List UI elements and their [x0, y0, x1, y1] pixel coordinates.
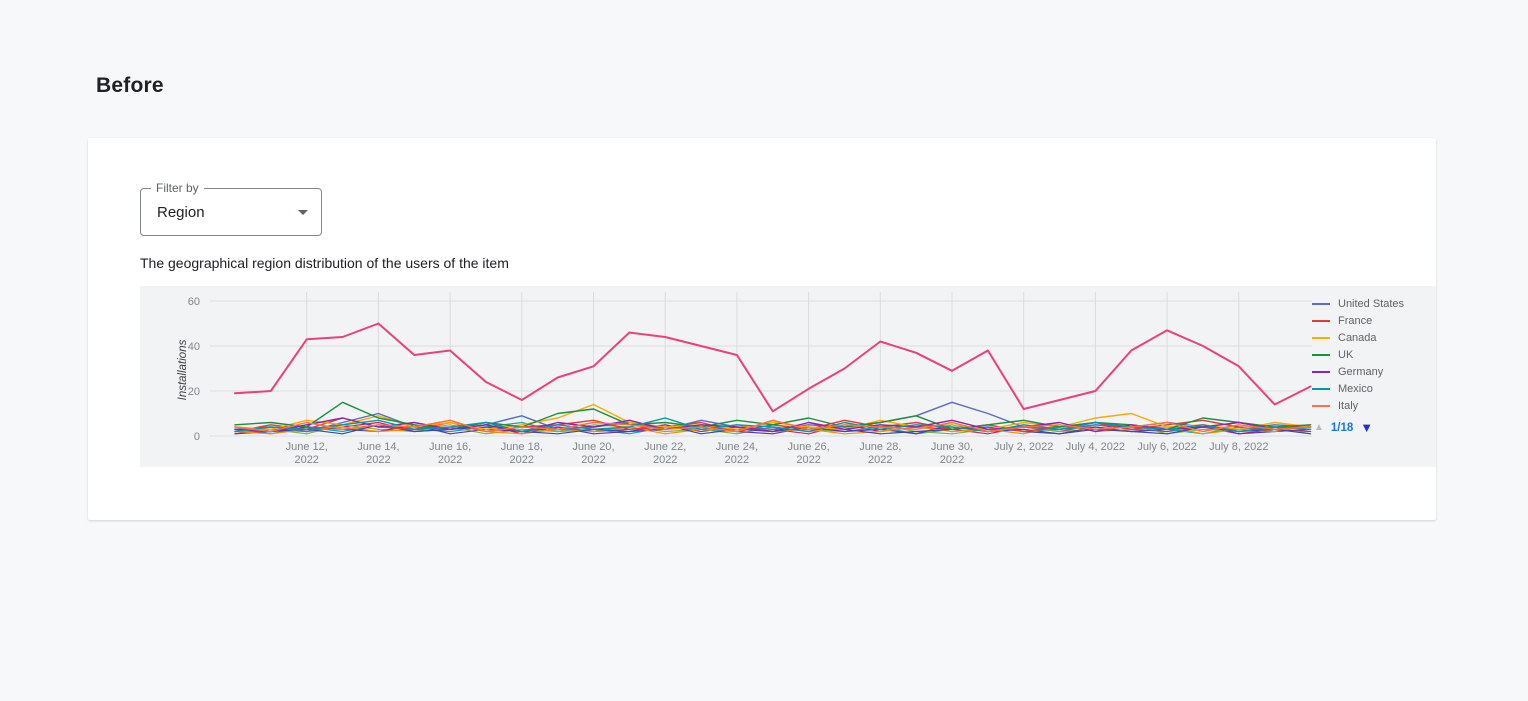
svg-text:60: 60: [188, 296, 200, 308]
svg-text:20: 20: [188, 386, 200, 398]
line-chart: 0 20 40 60 June 12, 2022 June 14, 2022 June 16, 2…: [177, 292, 1312, 466]
legend-label: Italy: [1338, 399, 1359, 412]
legend-next-page-icon[interactable]: ▼: [1360, 420, 1374, 435]
dropdown-arrow-icon: [298, 210, 308, 215]
svg-text:June 28,2022: June 28, 2022: [859, 441, 901, 466]
chart-container: 0 20 40 60 June 12, 2022 June 14, 2022 June 16, 2…: [140, 286, 1436, 467]
page: Before Filter by Region The geographical…: [88, 74, 1436, 520]
filter-by-floating-label: Filter by: [151, 181, 204, 195]
legend-item: UK: [1312, 346, 1430, 363]
svg-text:June 26,2022: June 26, 2022: [787, 441, 829, 466]
legend-label: Mexico: [1338, 382, 1373, 395]
chart-description: The geographical region distribution of …: [140, 255, 509, 271]
legend-page-indicator: 1/18: [1330, 421, 1354, 434]
legend-swatch: [1312, 353, 1330, 356]
chart-legend: United States France Canada UK Germany Mexico…: [1312, 295, 1430, 434]
legend-pagination: ▲ 1/18 ▼: [1312, 421, 1430, 434]
svg-text:June 12,2022: June 12, 2022: [286, 441, 328, 466]
page-title: Before: [96, 74, 164, 97]
svg-text:June 18,2022: June 18, 2022: [501, 441, 543, 466]
svg-text:June 30,2022: June 30, 2022: [931, 441, 973, 466]
svg-text:July 2, 2022: July 2, 2022: [994, 441, 1053, 453]
legend-swatch: [1312, 404, 1330, 407]
svg-text:June 24,2022: June 24, 2022: [716, 441, 758, 466]
legend-label: France: [1338, 314, 1373, 327]
content-card: Filter by Region The geographical region…: [88, 138, 1436, 520]
legend-item: Mexico: [1312, 380, 1430, 397]
svg-text:July 6, 2022: July 6, 2022: [1137, 441, 1196, 453]
legend-item: Canada: [1312, 329, 1430, 346]
legend-label: United States: [1338, 297, 1405, 310]
svg-text:June 22,2022: June 22, 2022: [644, 441, 686, 466]
legend-swatch: [1312, 336, 1330, 339]
svg-text:40: 40: [188, 341, 200, 353]
legend-label: Germany: [1338, 365, 1384, 378]
legend-item: France: [1312, 312, 1430, 329]
legend-swatch: [1312, 319, 1330, 322]
legend-prev-page-icon[interactable]: ▲: [1314, 421, 1324, 433]
svg-text:June 14,2022: June 14, 2022: [357, 441, 399, 466]
legend-item-list: United States France Canada UK Germany Mexico…: [1312, 295, 1430, 414]
legend-item: Germany: [1312, 363, 1430, 380]
svg-text:0: 0: [194, 431, 200, 443]
legend-item: Italy: [1312, 397, 1430, 414]
filter-by-selected-value: Region: [157, 203, 205, 221]
legend-swatch: [1312, 302, 1330, 305]
legend-item: United States: [1312, 295, 1430, 312]
legend-swatch: [1312, 387, 1330, 390]
svg-text:Installations: Installations: [177, 339, 189, 400]
legend-label: Canada: [1338, 331, 1377, 344]
legend-label: UK: [1338, 348, 1354, 361]
filter-by-select[interactable]: Filter by Region: [140, 181, 322, 236]
svg-text:July 8, 2022: July 8, 2022: [1209, 441, 1268, 453]
legend-swatch: [1312, 370, 1330, 373]
svg-text:July 4, 2022: July 4, 2022: [1066, 441, 1125, 453]
svg-text:June 20,2022: June 20, 2022: [572, 441, 614, 466]
svg-text:June 16,2022: June 16, 2022: [429, 441, 471, 466]
